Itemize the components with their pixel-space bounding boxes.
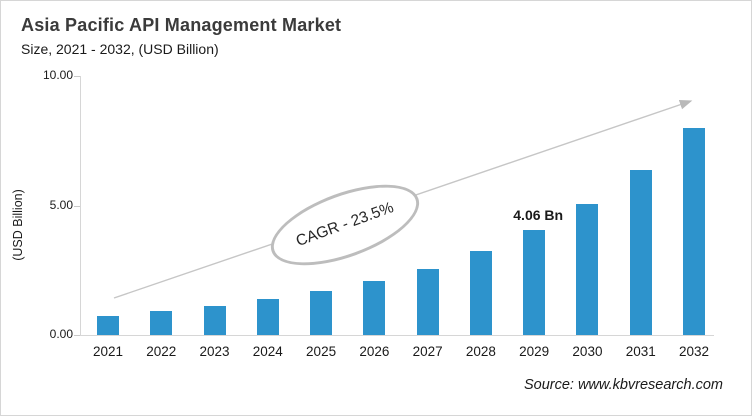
- x-axis-line: [80, 335, 714, 336]
- bar-2032: [683, 127, 705, 335]
- bar-2030: [576, 203, 599, 335]
- y-tick-label: 10.00: [42, 68, 73, 82]
- cagr-label: CAGR - 23.5%: [293, 199, 396, 251]
- bar-value-label: 4.06 Bn: [513, 206, 564, 223]
- x-tick-label: 2032: [678, 344, 710, 359]
- y-tick-label: 5.00: [49, 197, 73, 212]
- y-axis-title: (USD Billion): [11, 189, 25, 261]
- x-tick-label: 2029: [519, 344, 550, 359]
- bar-2026: [363, 281, 386, 335]
- y-tick-mark: [74, 205, 80, 207]
- bar-2024: [256, 299, 279, 335]
- bar-2021: [97, 315, 119, 335]
- x-tick-label: 2028: [465, 344, 496, 359]
- cagr-ellipse: CAGR - 23.5%: [260, 168, 430, 282]
- y-tick-mark: [74, 335, 80, 336]
- chart-title: Asia Pacific API Management Market: [21, 15, 342, 35]
- x-tick-label: 2022: [146, 344, 177, 359]
- x-tick-label: 2023: [199, 344, 230, 359]
- x-tick-label: 2030: [572, 344, 603, 359]
- bar-2025: [310, 291, 333, 335]
- source-text: Source: www.kbvresearch.com: [523, 377, 723, 393]
- bar-2023: [203, 305, 226, 335]
- y-axis-line: [80, 76, 81, 335]
- x-tick-label: 2031: [625, 344, 656, 359]
- bar-2027: [416, 268, 439, 335]
- x-tick-label: 2024: [252, 344, 283, 359]
- bar-2022: [150, 311, 173, 335]
- y-tick-mark: [74, 76, 80, 77]
- bar-2029: [523, 229, 546, 335]
- chart-subtitle: Size, 2021 - 2032, (USD Billion): [21, 41, 219, 57]
- x-tick-label: 2021: [92, 344, 124, 359]
- x-tick-label: 2027: [412, 344, 443, 359]
- bar-2031: [629, 169, 652, 335]
- y-tick-label: 0.00: [49, 327, 73, 341]
- bar-2028: [469, 251, 492, 335]
- x-tick-label: 2025: [306, 344, 337, 359]
- x-tick-label: 2026: [359, 344, 390, 359]
